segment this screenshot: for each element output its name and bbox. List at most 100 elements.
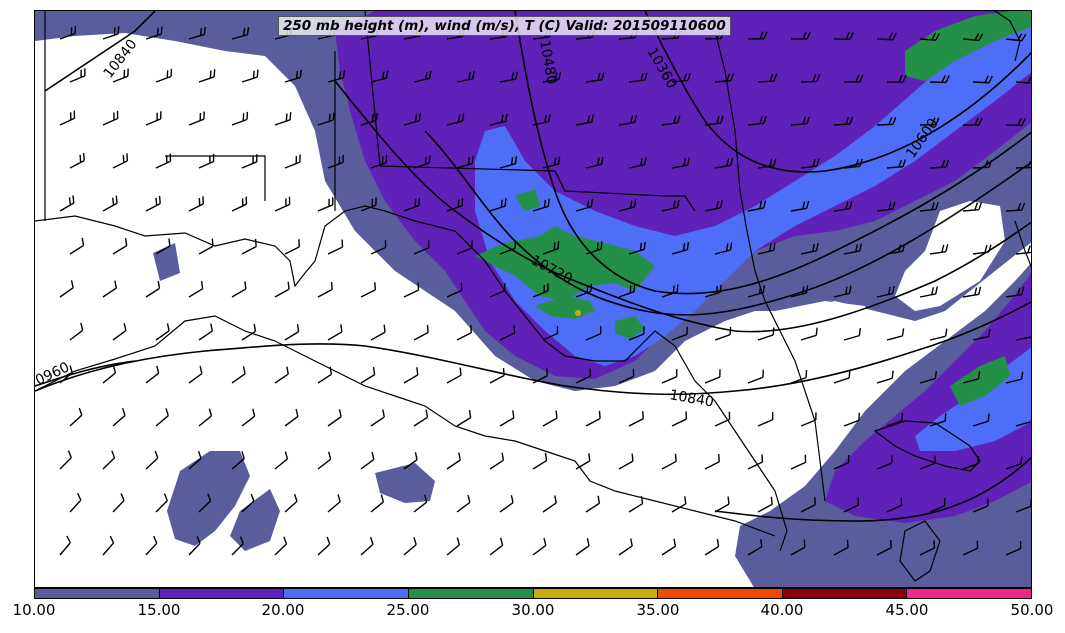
wind-barb [489,367,505,384]
wind-barb [360,112,378,126]
wind-barb [843,243,863,255]
wind-barb [886,159,907,169]
wind-barb [413,70,432,83]
wind-barb [929,328,948,341]
wind-barb [327,409,342,427]
wind-barb [112,238,128,255]
wind-barb [198,408,213,427]
wind-barb [446,452,461,470]
wind-barb [112,407,126,427]
wind-barb [671,496,687,513]
shade-25-30 [475,226,655,301]
wind-barb [231,536,244,556]
wind-barb [585,241,603,255]
wind-barb [618,284,636,298]
wind-barb [929,159,950,169]
wind-barb [704,369,721,384]
wind-barb [962,540,979,556]
wind-barb [446,537,461,556]
wind-barb [413,240,430,255]
wind-barb [833,201,853,212]
wind-barb [661,369,678,384]
wind-barb [843,497,860,513]
wind-barb [962,33,984,42]
wind-barb [360,536,374,556]
wind-barb [876,32,897,41]
wind-barb [886,412,904,427]
wind-barb [532,114,551,126]
state-line-2 [165,155,266,201]
wind-barb [241,408,256,427]
wind-barb [1005,118,1026,127]
wind-barb [1015,413,1031,427]
wind-barb [618,538,633,556]
wind-barb [155,323,170,341]
wind-barb [671,242,690,255]
wind-barb [327,154,345,169]
wind-barb [962,455,980,470]
wind-barb [972,498,989,513]
wind-barb [155,408,169,427]
wind-barb [833,539,849,556]
wind-barb [317,197,334,212]
wind-barb [671,157,691,169]
colorbar-bin-30-35 [533,589,659,598]
wind-barb [317,366,333,384]
wind-barb [499,410,515,427]
wind-barb [155,238,171,255]
wind-barb [704,200,723,212]
wind-barb [585,326,602,341]
wind-barb [1005,202,1026,212]
wind-barb [628,411,644,427]
wind-barb [962,117,983,126]
wind-barb [188,450,202,470]
colorbar-bin-10-15 [35,589,160,598]
island-outline [899,520,941,582]
wind-barb [241,323,257,341]
wind-barb [231,111,249,126]
wind-barb [972,328,991,341]
wind-barb [489,113,508,126]
contour-10960 [35,360,136,387]
wind-barb [145,26,163,40]
wind-barb [145,195,161,212]
wind-barb [198,493,212,513]
colorbar-tick: 35.00 [636,601,680,619]
wind-barb [532,198,550,212]
wind-barb [628,157,647,169]
wind-barb [198,238,214,255]
colorbar-bin-25-30 [408,589,534,598]
wind-barb [542,156,561,169]
contour-10480 [514,11,1031,295]
wind-barb [671,72,691,83]
wind-barb [198,69,216,83]
wind-barb [403,452,418,470]
wind-barb [919,201,939,212]
wind-barb [671,326,688,341]
wind-barb [757,412,774,427]
wind-barb [575,538,590,556]
wind-barb [661,115,681,126]
shade-30-35-spot [575,310,581,316]
wind-barb [714,496,730,513]
wind-barb [618,368,635,384]
wind-barb [661,538,677,556]
clear-hole-east [895,201,1005,311]
wind-barb [145,111,162,126]
wind-barb [886,328,905,341]
wind-barb [69,152,85,169]
wind-barb [1015,75,1031,84]
wind-barb [188,196,205,212]
wind-barb [360,366,376,384]
colorbar-tick: 40.00 [760,601,804,619]
shade-slate-blob3 [375,463,435,503]
wind-barb [413,155,431,169]
wind-barb [489,198,507,212]
map-panel: 10840 10480 10360 10600 10720 10960 1084… [34,10,1032,588]
wind-barb [145,450,159,470]
wind-barb [360,197,377,212]
wind-barb [876,455,893,470]
wind-barb [704,115,724,126]
wind-barb [800,243,819,255]
wind-barb [876,540,892,556]
